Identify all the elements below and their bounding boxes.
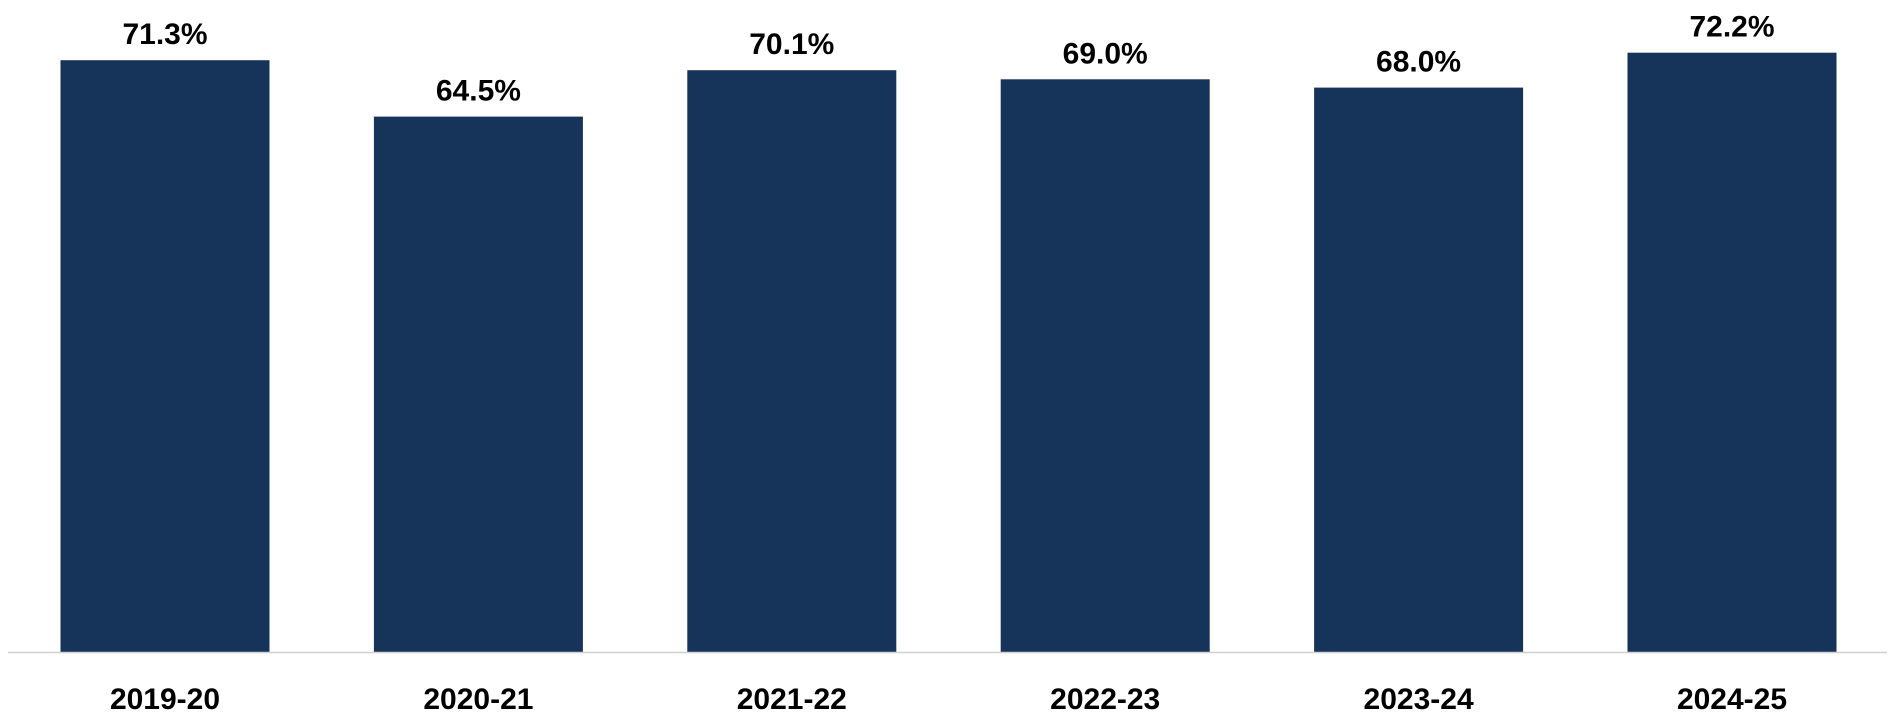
category-label-2021-22: 2021-22 [737,683,847,713]
value-label-2024-25: 72.2% [1689,11,1774,44]
category-labels-layer: 2019-20 2020-21 2021-22 2022-23 2023-24 2024-… [110,683,1787,716]
bar-2020-21 [373,116,583,653]
bars-layer [60,52,1837,653]
category-label-2019-20: 2019-20 [110,683,220,713]
category-label-2022-23: 2022-23 [1050,683,1160,713]
value-label-2022-23: 69.0% [1063,37,1148,70]
bar-2023-24 [1314,87,1524,653]
bar-2019-20 [60,60,270,652]
bar-2022-23 [1000,79,1210,653]
bar-2024-25 [1627,52,1837,652]
value-label-2023-24: 68.0% [1376,46,1461,79]
category-label-2020-21: 2020-21 [423,683,533,713]
value-labels-layer: 71.3% 64.5% 70.1% 69.0% 68.0% 72.2% [122,11,1774,108]
value-label-2019-20: 71.3% [122,18,207,51]
category-label-2023-24: 2023-24 [1364,683,1474,713]
bar-2021-22 [687,70,897,652]
category-label-2024-25: 2024-25 [1677,683,1787,713]
value-label-2021-22: 70.1% [749,28,834,61]
value-label-2020-21: 64.5% [436,75,521,108]
